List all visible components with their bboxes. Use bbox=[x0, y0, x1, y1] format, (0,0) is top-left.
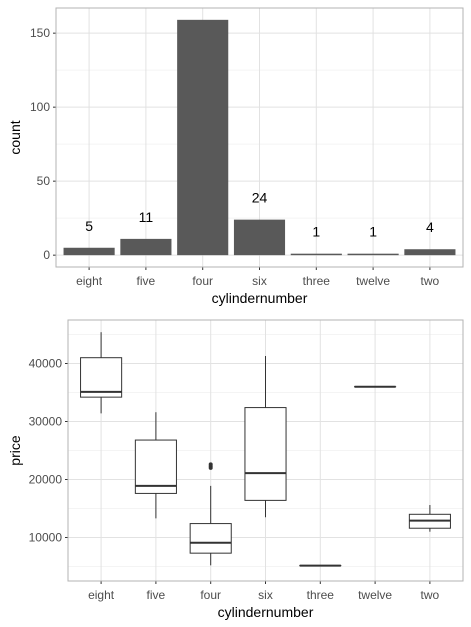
bar-eight bbox=[63, 247, 115, 256]
x-tick-label: five bbox=[147, 588, 166, 602]
bar-twelve bbox=[347, 253, 399, 256]
data-label-two: 4 bbox=[426, 219, 434, 235]
outlier-point-four bbox=[208, 462, 213, 467]
y-axis-title: price bbox=[7, 435, 23, 466]
bar-five bbox=[120, 238, 172, 256]
data-label-five: 11 bbox=[139, 209, 154, 225]
x-axis-title: cylindernumber bbox=[218, 604, 314, 620]
x-tick-label: two bbox=[421, 588, 440, 602]
bar-three bbox=[290, 253, 342, 256]
x-tick-label: eight bbox=[88, 588, 115, 602]
bar-two bbox=[404, 249, 456, 256]
y-axis-title: count bbox=[7, 120, 23, 154]
x-tick-label: three bbox=[303, 274, 331, 288]
data-label-three: 1 bbox=[312, 224, 320, 240]
x-tick-label: three bbox=[307, 588, 335, 602]
data-label-twelve: 1 bbox=[369, 224, 377, 240]
x-tick-label: twelve bbox=[356, 274, 390, 288]
box-four bbox=[189, 523, 232, 554]
y-tick-label: 150 bbox=[30, 26, 50, 40]
y-tick-label: 100 bbox=[30, 100, 50, 114]
box-six bbox=[244, 407, 287, 501]
x-tick-label: twelve bbox=[358, 588, 392, 602]
y-tick-label: 0 bbox=[43, 248, 50, 262]
x-axis-title: cylindernumber bbox=[212, 290, 308, 306]
box-five bbox=[134, 439, 177, 494]
y-tick-label: 10000 bbox=[29, 531, 63, 545]
y-tick-label: 30000 bbox=[29, 415, 63, 429]
x-tick-label: six bbox=[252, 274, 267, 288]
x-tick-label: two bbox=[421, 274, 440, 288]
panel-border bbox=[55, 7, 464, 268]
bar-four bbox=[177, 19, 229, 256]
bar-six bbox=[233, 219, 286, 256]
x-tick-label: four bbox=[192, 274, 213, 288]
data-label-eight: 5 bbox=[85, 218, 93, 234]
y-tick-label: 50 bbox=[37, 174, 51, 188]
box-eight bbox=[80, 357, 123, 398]
x-tick-label: four bbox=[200, 588, 221, 602]
x-tick-label: eight bbox=[76, 274, 103, 288]
y-tick-label: 20000 bbox=[29, 473, 63, 487]
x-tick-label: six bbox=[258, 588, 273, 602]
y-tick-label: 40000 bbox=[29, 357, 63, 371]
panel-border bbox=[67, 319, 464, 582]
data-label-six: 24 bbox=[252, 190, 268, 206]
x-tick-label: five bbox=[137, 274, 156, 288]
